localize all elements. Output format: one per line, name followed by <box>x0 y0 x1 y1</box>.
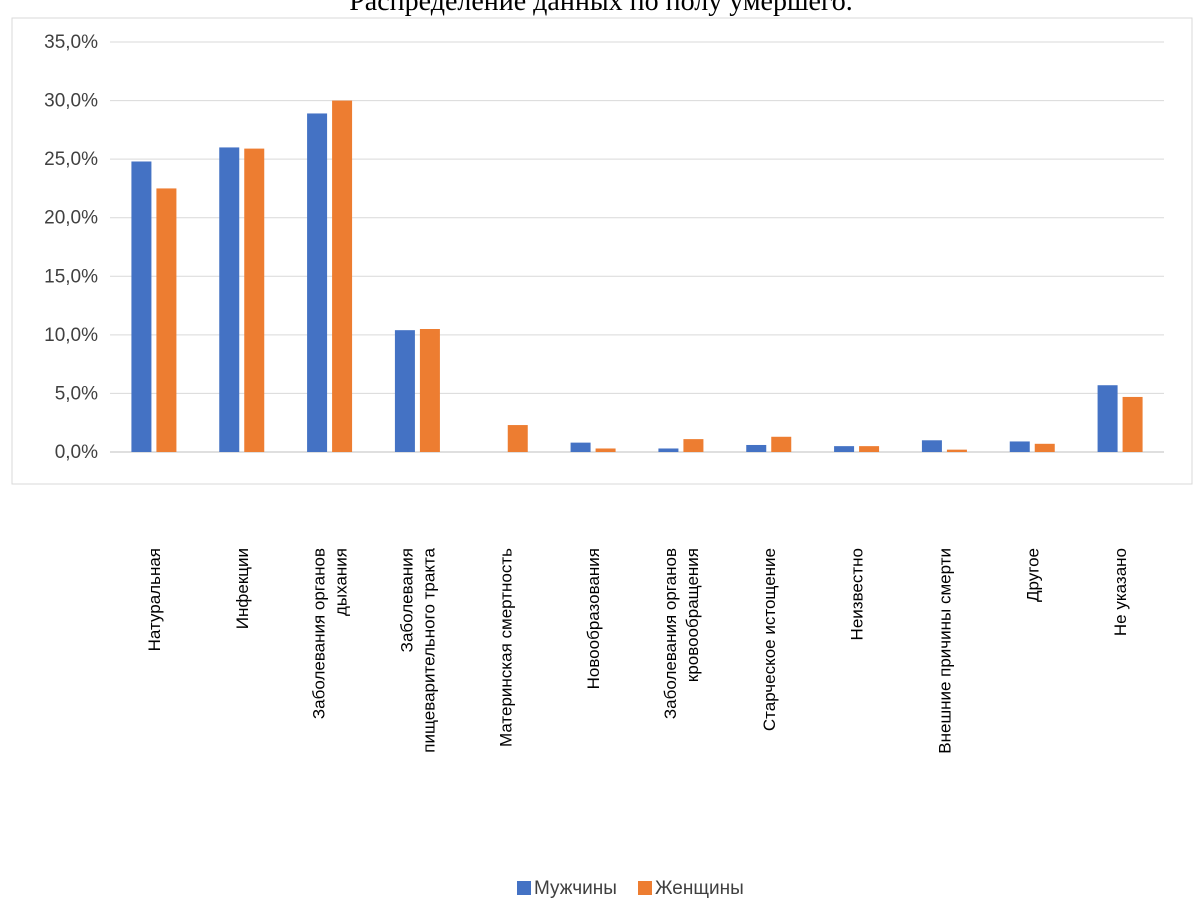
y-tick-label: 30,0% <box>44 91 98 112</box>
bar-women <box>332 100 353 453</box>
y-tick-label: 5,0% <box>55 383 98 404</box>
x-category-label: Заболевания органов кровообращения <box>661 548 702 719</box>
y-tick-label: 20,0% <box>44 208 98 229</box>
bar-men <box>131 161 152 452</box>
bar-men <box>219 147 240 452</box>
bar-women <box>244 148 265 452</box>
x-category-label: Инфекции <box>233 548 252 629</box>
x-category-label-line: Инфекции <box>233 548 252 629</box>
x-category-label-line: Натуральная <box>145 548 164 651</box>
y-tick-label: 35,0% <box>44 32 98 53</box>
chart-title: Распределение данных по полу умершего. <box>349 0 853 17</box>
bar-women <box>946 449 967 452</box>
x-category-label: Натуральная <box>145 548 164 651</box>
x-category-label-line: кровообращения <box>683 548 702 682</box>
legend-swatch <box>517 881 531 895</box>
bar-women <box>1122 396 1143 452</box>
legend-label: Мужчины <box>534 878 617 899</box>
bar-men <box>1097 385 1118 452</box>
x-category-label-line: Заболевания органов <box>310 548 329 719</box>
bar-men <box>307 113 328 452</box>
y-tick-label: 10,0% <box>44 325 98 346</box>
plot-frame <box>11 17 1193 485</box>
y-tick-label: 0,0% <box>55 442 98 463</box>
bar-women <box>595 448 616 452</box>
bar-women <box>683 439 704 452</box>
bar-men <box>394 330 415 452</box>
bar-men <box>834 446 855 452</box>
x-category-label: Заболевания пищеварительного тракта <box>397 547 438 752</box>
bar-men <box>921 440 942 452</box>
x-category-label: Другое <box>1023 548 1042 602</box>
gridlines <box>110 41 1164 453</box>
y-tick-label: 15,0% <box>44 266 98 287</box>
x-category-label: Старческое истощение <box>760 548 779 731</box>
x-category-label: Материнская смертность <box>496 548 515 747</box>
x-category-label: Не указано <box>1111 548 1130 636</box>
x-category-label-line: Другое <box>1023 548 1042 602</box>
x-axis-categories: Натуральная Инфекции Заболевания органов ды… <box>145 547 1130 753</box>
bar-women <box>156 188 177 452</box>
x-category-label: Неизвестно <box>848 548 867 640</box>
legend-label: Женщины <box>655 878 744 899</box>
bar-women <box>771 436 792 452</box>
bar-men <box>1009 441 1030 452</box>
x-category-label: Заболевания органов дыхания <box>310 548 351 719</box>
bar-men <box>658 448 679 452</box>
x-category-label-line: Старческое истощение <box>760 548 779 731</box>
x-category-label: Новообразования <box>584 548 603 689</box>
bar-women <box>1034 443 1055 452</box>
bar-men <box>570 442 591 452</box>
bar-men <box>746 444 767 452</box>
legend: Мужчины Женщины <box>517 878 744 899</box>
x-category-label-line: дыхания <box>332 548 351 616</box>
x-category-label-line: пищеварительного тракта <box>419 547 438 752</box>
x-category-label-line: Не указано <box>1111 548 1130 636</box>
y-tick-label: 25,0% <box>44 149 98 170</box>
x-category-label-line: Внешние причины смерти <box>935 548 954 754</box>
bar-women <box>419 329 440 452</box>
x-category-label-line: Материнская смертность <box>496 548 515 747</box>
x-category-label-line: Неизвестно <box>848 548 867 640</box>
bars <box>131 100 1143 453</box>
x-category-label: Внешние причины смерти <box>935 548 954 754</box>
legend-swatch <box>638 881 652 895</box>
bar-women <box>507 425 528 452</box>
x-category-label-line: Заболевания <box>397 548 416 652</box>
x-category-label-line: Заболевания органов <box>661 548 680 719</box>
x-category-label-line: Новообразования <box>584 548 603 689</box>
y-axis-ticks: 0,0% 5,0% 10,0% 15,0% 20,0% 25,0% 30,0% 35,0% <box>44 32 98 463</box>
bar-women <box>859 446 880 452</box>
